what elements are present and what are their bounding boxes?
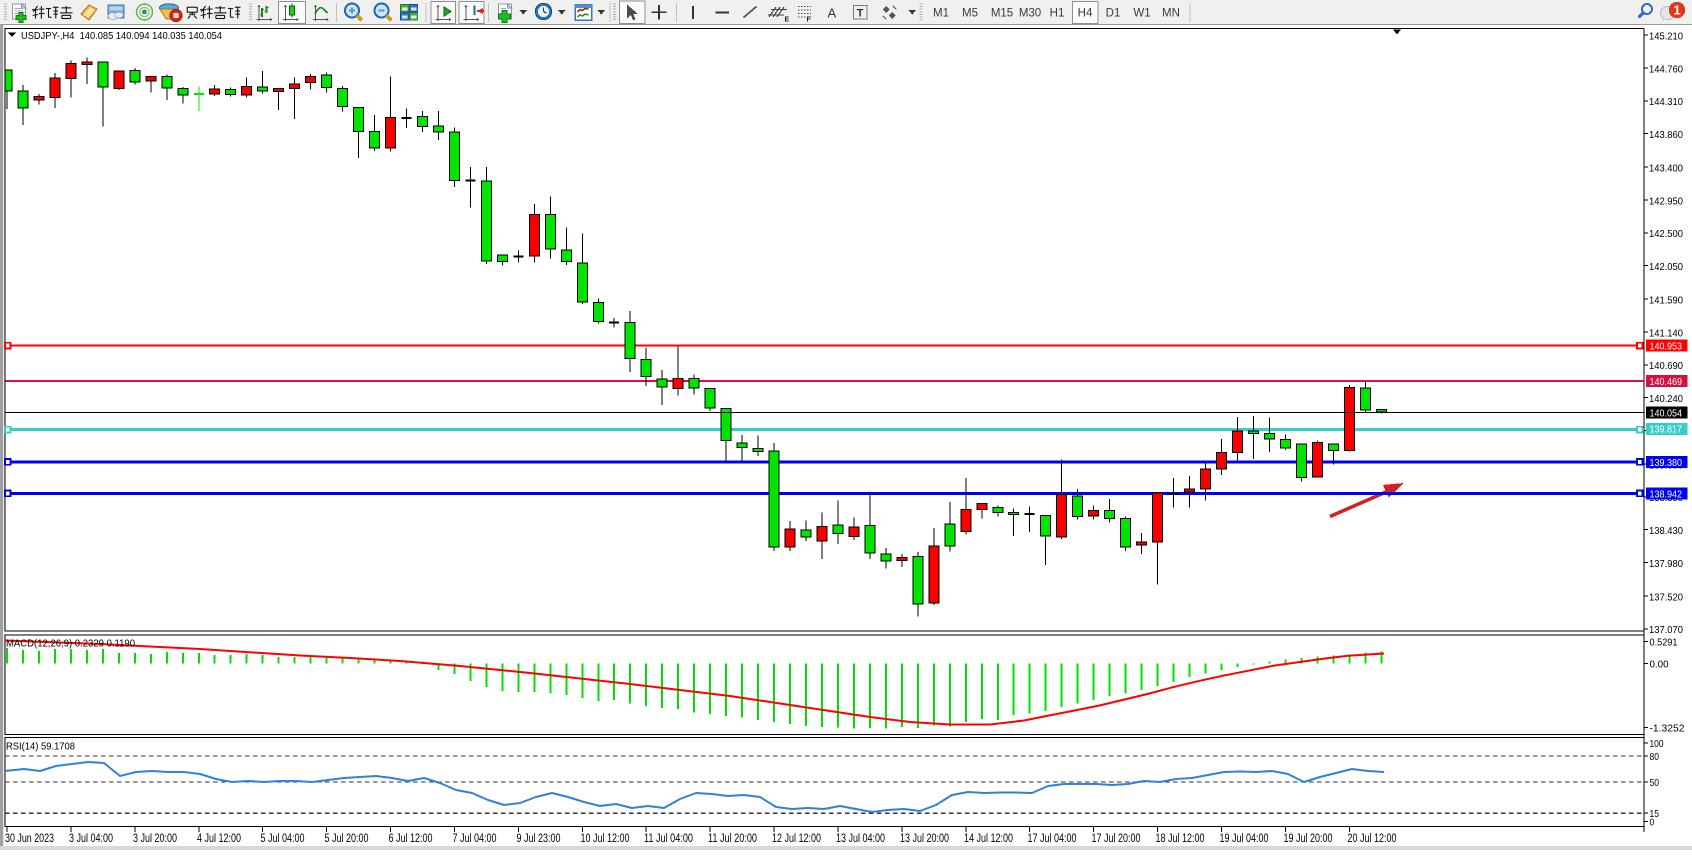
svg-text:13 Jul 04:00: 13 Jul 04:00 xyxy=(836,833,885,845)
svg-text:144.760: 144.760 xyxy=(1649,63,1683,75)
svg-text:19 Jul 04:00: 19 Jul 04:00 xyxy=(1220,833,1269,845)
svg-text:139.817: 139.817 xyxy=(1650,424,1683,436)
svg-text:F: F xyxy=(807,17,812,24)
svg-text:3 Jul 20:00: 3 Jul 20:00 xyxy=(133,833,177,845)
svg-text:RSI(14) 59.1708: RSI(14) 59.1708 xyxy=(6,741,75,753)
svg-text:A: A xyxy=(828,6,837,21)
svg-text:142.500: 142.500 xyxy=(1649,228,1683,240)
svg-text:143.400: 143.400 xyxy=(1649,163,1683,175)
svg-text:12 Jul 12:00: 12 Jul 12:00 xyxy=(772,833,821,845)
svg-text:19 Jul 20:00: 19 Jul 20:00 xyxy=(1284,833,1333,845)
svg-text:100: 100 xyxy=(1650,738,1664,750)
svg-text:D1: D1 xyxy=(1106,8,1121,20)
svg-text:M30: M30 xyxy=(1019,8,1041,20)
svg-text:30 Jun 2023: 30 Jun 2023 xyxy=(5,833,54,845)
svg-text:137.070: 137.070 xyxy=(1649,624,1683,636)
svg-text:5 Jul 20:00: 5 Jul 20:00 xyxy=(325,833,369,845)
svg-text:137.520: 137.520 xyxy=(1649,591,1683,603)
svg-text:H1: H1 xyxy=(1050,8,1065,20)
svg-text:0.00: 0.00 xyxy=(1650,658,1669,670)
svg-text:80: 80 xyxy=(1650,751,1660,763)
svg-text:4 Jul 12:00: 4 Jul 12:00 xyxy=(197,833,241,845)
svg-text:140.690: 140.690 xyxy=(1649,360,1683,372)
svg-text:20 Jul 12:00: 20 Jul 12:00 xyxy=(1348,833,1397,845)
svg-text:145.210: 145.210 xyxy=(1649,31,1683,43)
svg-text:14 Jul 12:00: 14 Jul 12:00 xyxy=(964,833,1013,845)
svg-text:11 Jul 04:00: 11 Jul 04:00 xyxy=(644,833,693,845)
svg-text:1: 1 xyxy=(1673,2,1680,17)
svg-text:9 Jul 23:00: 9 Jul 23:00 xyxy=(517,833,561,845)
svg-text:138.942: 138.942 xyxy=(1650,488,1683,500)
svg-text:15: 15 xyxy=(1650,808,1660,820)
svg-text:10 Jul 12:00: 10 Jul 12:00 xyxy=(581,833,630,845)
svg-text:17 Jul 04:00: 17 Jul 04:00 xyxy=(1028,833,1077,845)
svg-text:141.140: 141.140 xyxy=(1649,327,1683,339)
svg-text:17 Jul 20:00: 17 Jul 20:00 xyxy=(1092,833,1141,845)
svg-text:143.860: 143.860 xyxy=(1649,129,1683,141)
svg-text:6 Jul 12:00: 6 Jul 12:00 xyxy=(389,833,433,845)
svg-text:141.590: 141.590 xyxy=(1649,295,1683,307)
svg-text:MACD(12,26,9) 0.2329 0.1190: MACD(12,26,9) 0.2329 0.1190 xyxy=(6,638,135,650)
svg-text:0: 0 xyxy=(1650,816,1655,828)
svg-text:M5: M5 xyxy=(962,8,978,20)
svg-text:140.953: 140.953 xyxy=(1650,341,1683,353)
svg-text:-1.3252: -1.3252 xyxy=(1650,722,1685,734)
svg-text:3 Jul 04:00: 3 Jul 04:00 xyxy=(69,833,113,845)
svg-text:140.054: 140.054 xyxy=(1650,407,1683,419)
svg-text:E: E xyxy=(785,17,790,24)
svg-text:5 Jul 04:00: 5 Jul 04:00 xyxy=(261,833,305,845)
svg-text:13 Jul 20:00: 13 Jul 20:00 xyxy=(900,833,949,845)
svg-text:144.310: 144.310 xyxy=(1649,96,1683,108)
svg-text:7 Jul 04:00: 7 Jul 04:00 xyxy=(453,833,497,845)
svg-text:142.950: 142.950 xyxy=(1649,195,1683,207)
svg-text:50: 50 xyxy=(1650,777,1660,789)
svg-text:W1: W1 xyxy=(1133,8,1150,20)
svg-text:11 Jul 20:00: 11 Jul 20:00 xyxy=(708,833,757,845)
svg-text:H4: H4 xyxy=(1078,8,1093,20)
svg-text:M15: M15 xyxy=(991,8,1013,20)
svg-text:0.5291: 0.5291 xyxy=(1650,636,1678,648)
svg-text:137.980: 137.980 xyxy=(1649,558,1683,570)
svg-text:142.050: 142.050 xyxy=(1649,261,1683,273)
svg-text:18 Jul 12:00: 18 Jul 12:00 xyxy=(1156,833,1205,845)
svg-text:T: T xyxy=(857,8,864,20)
svg-text:USDJPY-,H4 140.085 140.094 14: USDJPY-,H4 140.085 140.094 140.035 140.0… xyxy=(21,30,222,42)
svg-text:140.469: 140.469 xyxy=(1650,376,1683,388)
svg-text:MN: MN xyxy=(1162,8,1180,20)
svg-text:138.430: 138.430 xyxy=(1649,525,1683,537)
svg-text:M1: M1 xyxy=(933,8,949,20)
svg-text:140.240: 140.240 xyxy=(1649,393,1683,405)
svg-text:139.380: 139.380 xyxy=(1650,457,1683,469)
